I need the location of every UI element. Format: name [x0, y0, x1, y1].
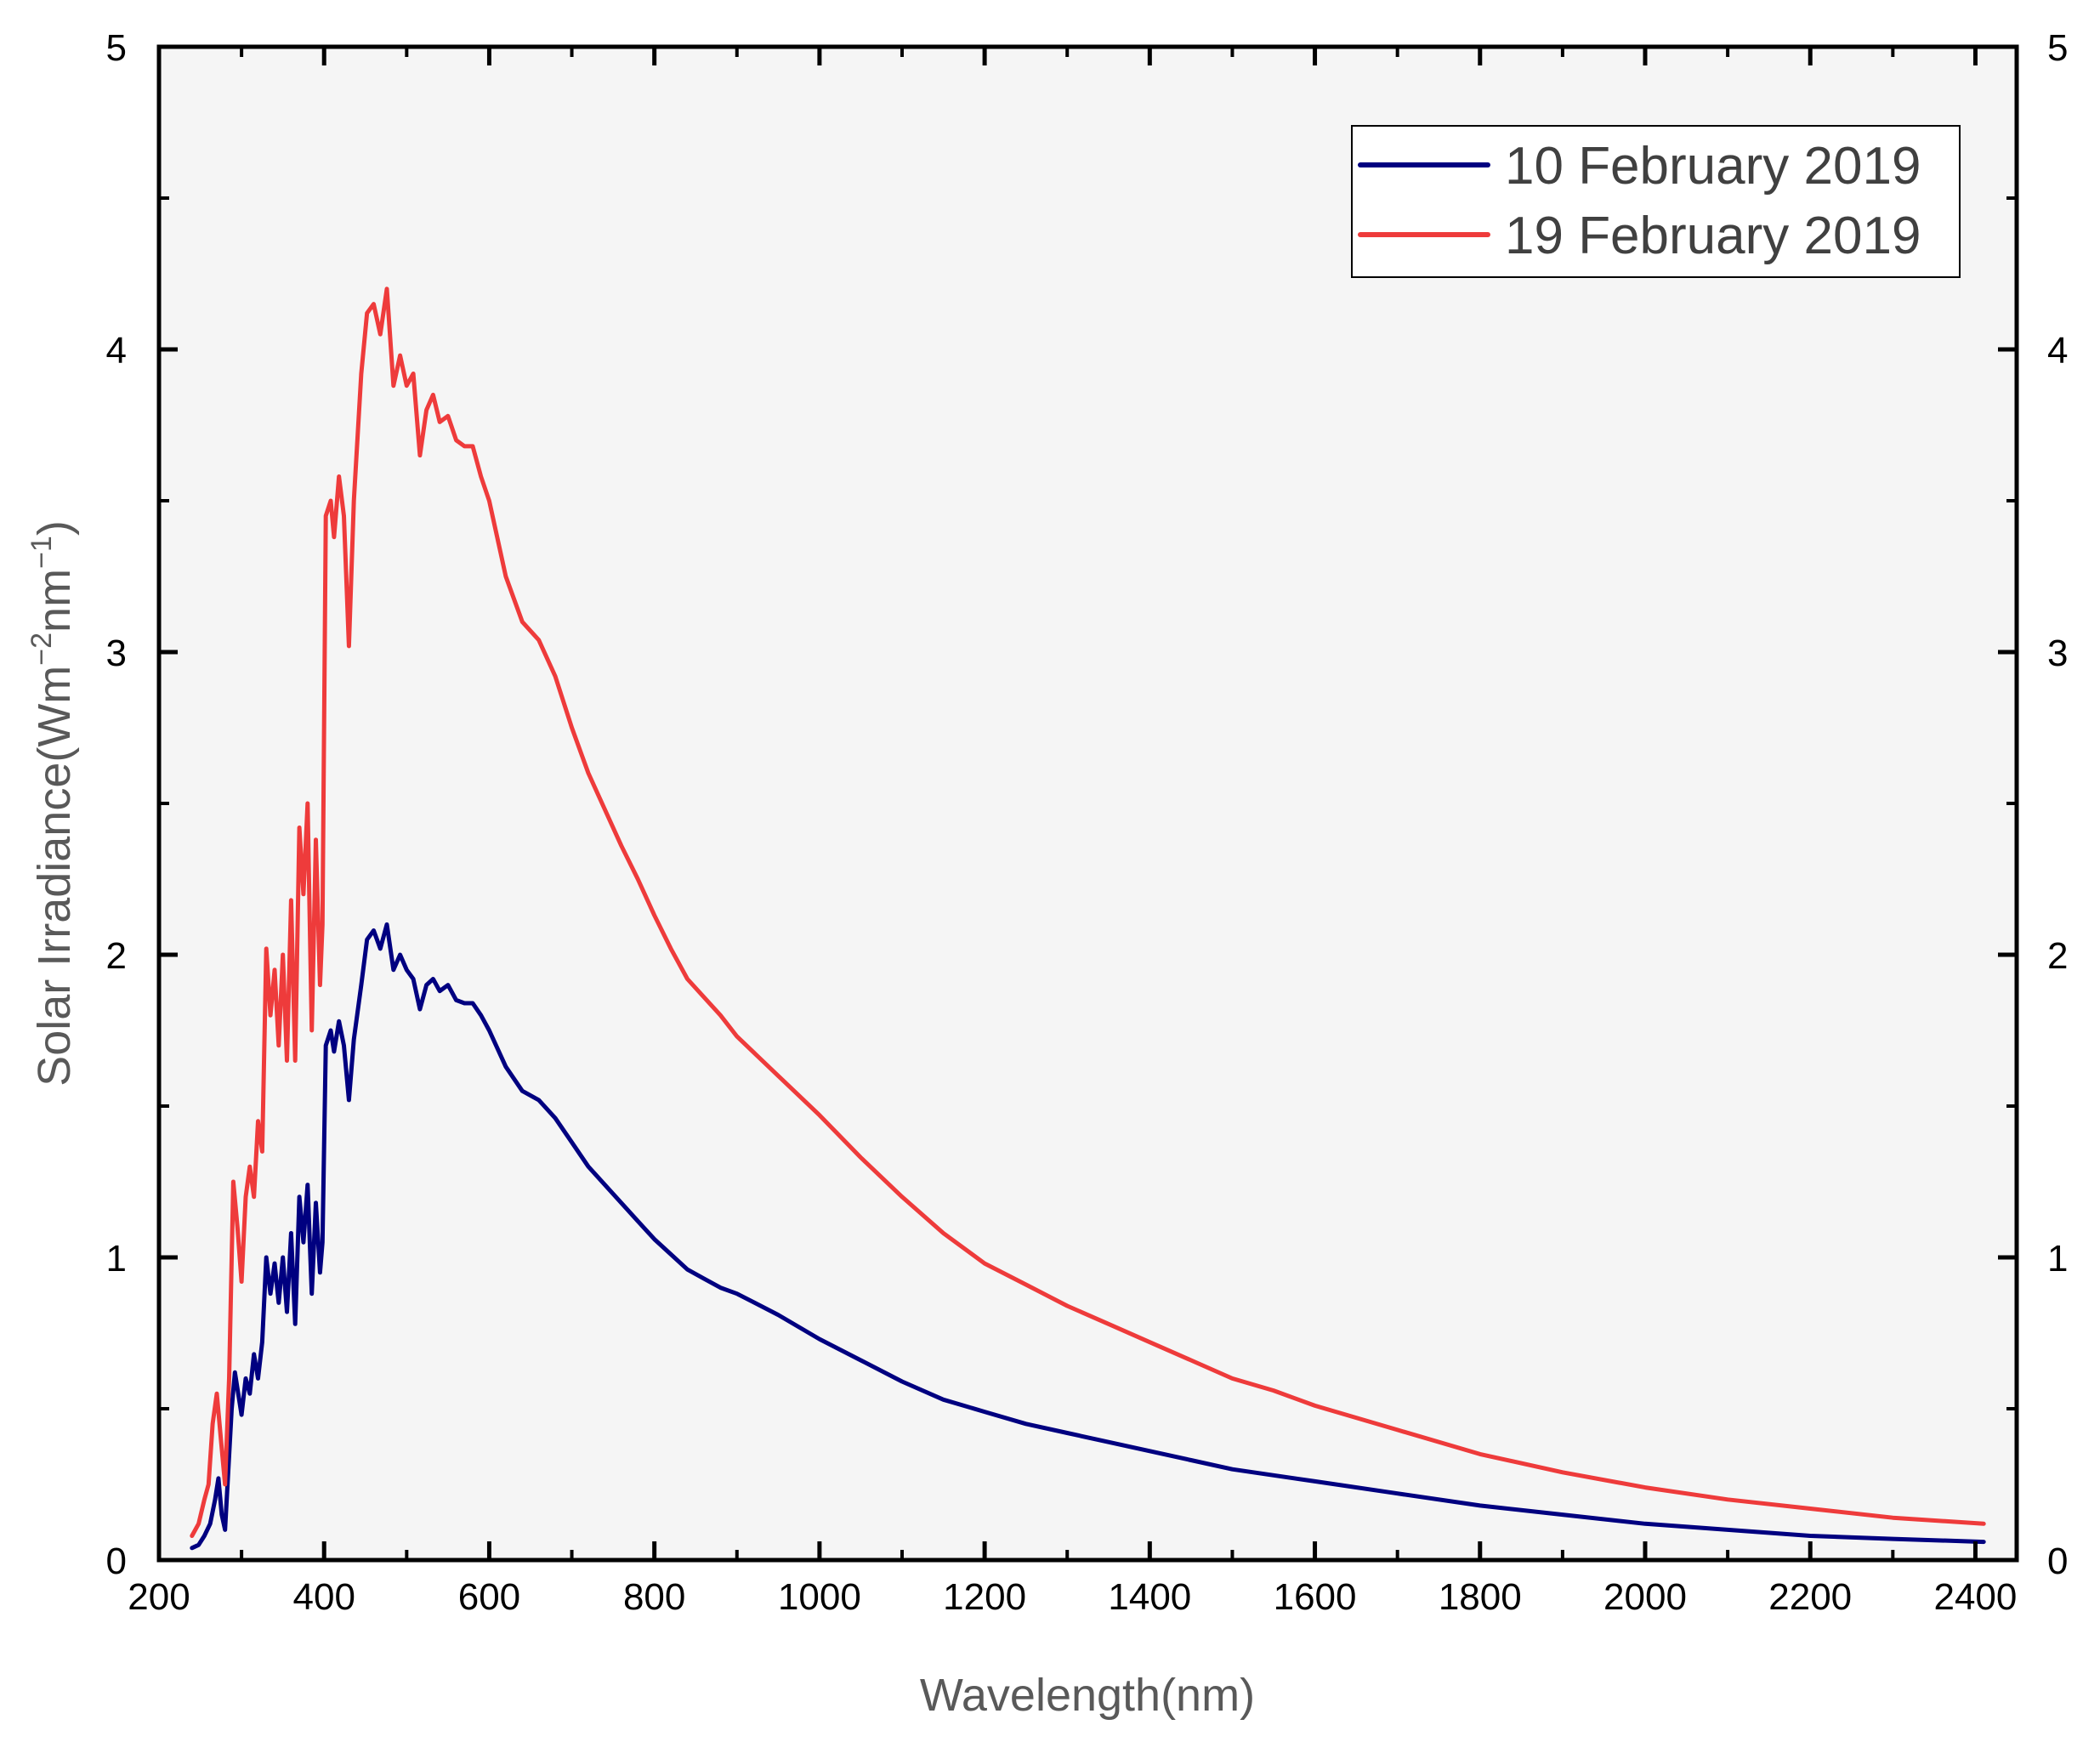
right-y-tick-label: 4: [2047, 330, 2068, 372]
series-line-1: [190, 922, 1986, 1551]
legend-label-series-2: 19 February 2019: [1505, 207, 1921, 265]
y-tick-label: 3: [106, 633, 127, 674]
plot-area: [159, 47, 2017, 1560]
legend-label-series-1: 10 February 2019: [1505, 137, 1921, 196]
y-axis-title-prefix: Solar Irradiance(Wm: [29, 666, 80, 1087]
x-tick-label: 1400: [1108, 1576, 1191, 1618]
series-line-2: [190, 287, 1986, 1538]
y-tick-label: 5: [106, 27, 127, 69]
right-y-tick-label: 3: [2047, 633, 2068, 674]
x-tick-label: 800: [623, 1576, 685, 1618]
y-axis-title: Solar Irradiance(Wm−2nm−1): [26, 520, 80, 1087]
y-tick-label: 1: [106, 1238, 127, 1280]
y-axis-title-sup2: −1: [26, 536, 58, 569]
y-axis-title-suffix: ): [29, 520, 80, 536]
x-tick-label: 200: [128, 1576, 190, 1618]
y-tick-label: 0: [106, 1541, 127, 1582]
tick-layer: 200 400 600 800 1000 1200 1400 1600 1800 2000 2200…: [106, 27, 2069, 1618]
legend-box: [1351, 125, 1961, 278]
y-axis-title-sup1: −2: [26, 633, 58, 666]
x-tick-label: 1800: [1439, 1576, 1522, 1618]
right-y-tick-label: 0: [2047, 1541, 2068, 1582]
x-tick-label: 1600: [1274, 1576, 1357, 1618]
right-y-tick-label: 2: [2047, 935, 2068, 977]
right-y-tick-label: 5: [2047, 27, 2068, 69]
y-tick-label: 2: [106, 935, 127, 977]
x-tick-label: 1000: [778, 1576, 861, 1618]
x-tick-label: 400: [293, 1576, 355, 1618]
x-tick-label: 2400: [1933, 1576, 2017, 1618]
right-y-tick-label: 1: [2047, 1238, 2068, 1280]
y-axis-title-mid: nm: [29, 569, 80, 633]
y-tick-label: 4: [106, 330, 127, 372]
x-tick-label: 2200: [1768, 1576, 1852, 1618]
x-axis-title: Wavelength(nm): [920, 1670, 1255, 1721]
x-tick-label: 2000: [1603, 1576, 1687, 1618]
x-tick-label: 600: [458, 1576, 520, 1618]
legend: 10 February 2019 19 February 2019: [1351, 125, 1961, 278]
series-layer: [190, 287, 1986, 1551]
x-tick-label: 1200: [943, 1576, 1026, 1618]
